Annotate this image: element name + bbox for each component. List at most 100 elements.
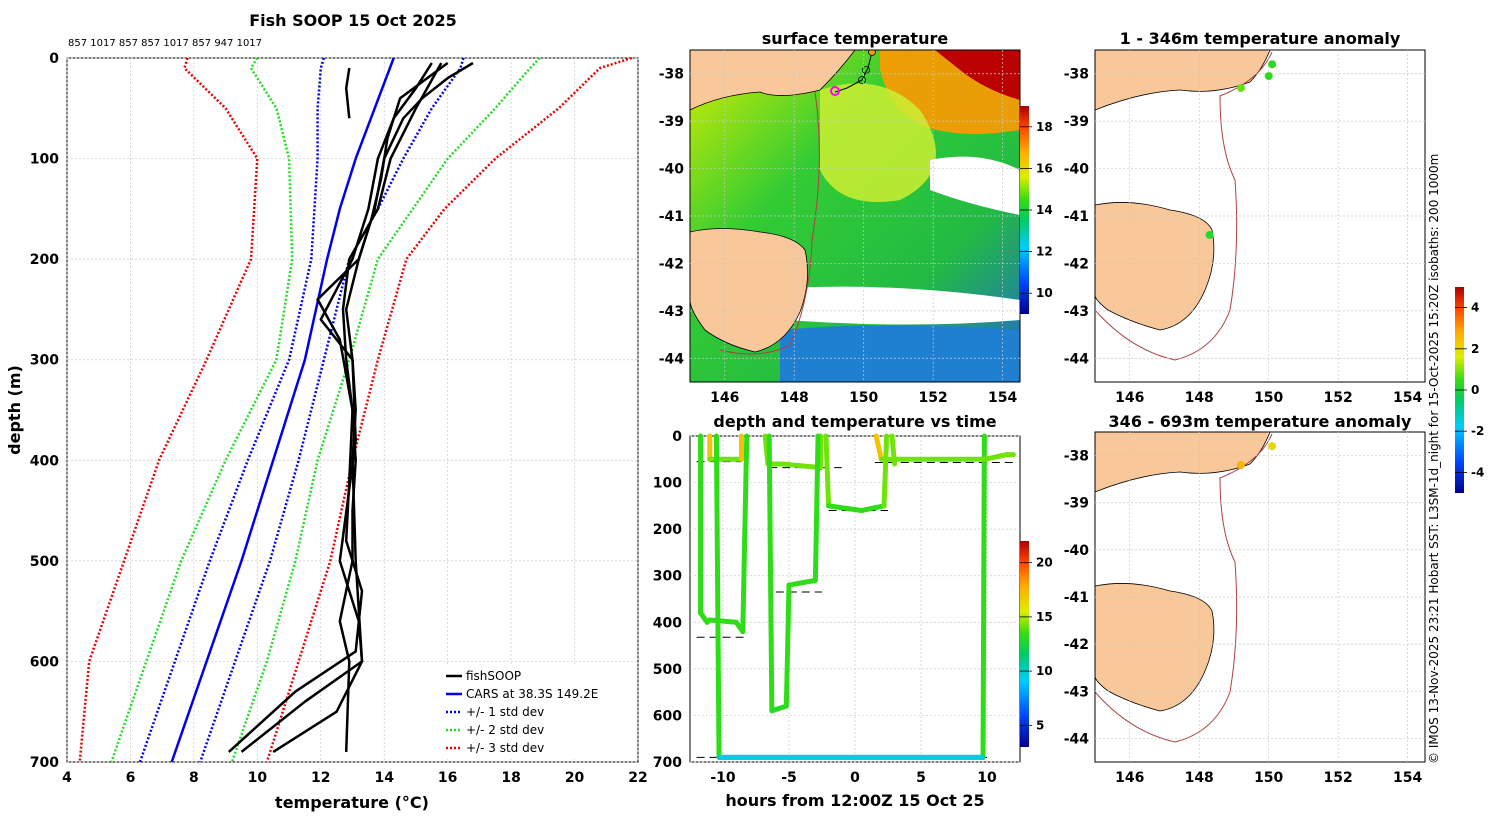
anomaly-point bbox=[1205, 230, 1214, 239]
anomaly-point bbox=[1236, 461, 1245, 469]
mainland-victoria bbox=[1095, 432, 1271, 493]
depth-time-xlabel: hours from 12:00Z 15 Oct 25 bbox=[725, 791, 984, 810]
y-tick-label: 200 bbox=[30, 252, 59, 268]
depth-trace-segment bbox=[740, 433, 750, 635]
anomaly-point bbox=[1268, 60, 1277, 69]
x-tick-label: 12 bbox=[311, 770, 330, 786]
depth-time-colorbar bbox=[1020, 541, 1029, 747]
tasmania bbox=[690, 228, 808, 353]
anomaly-isobath bbox=[1095, 433, 1273, 743]
anomaly-point bbox=[1268, 442, 1277, 451]
sst-colorbar-tick-label: 14 bbox=[1036, 203, 1053, 217]
series-fishsoop-5 bbox=[344, 67, 351, 119]
depth-trace-segment bbox=[889, 433, 898, 467]
sst-lat-tick: -39 bbox=[659, 114, 684, 130]
sst-track-point bbox=[868, 50, 876, 56]
anom2-lon-tick: 150 bbox=[1254, 770, 1283, 786]
y-tick-label: 600 bbox=[653, 708, 682, 724]
x-tick-label: 6 bbox=[126, 770, 136, 786]
x-tick-label: 10 bbox=[248, 770, 268, 786]
profile-xlabel: temperature (°C) bbox=[275, 793, 429, 812]
sst-warm-band bbox=[820, 83, 936, 202]
mainland-victoria bbox=[1095, 50, 1271, 111]
series--1-std bbox=[199, 57, 465, 763]
depth-trace-segment bbox=[766, 433, 775, 714]
anom1-lon-tick: 152 bbox=[1324, 390, 1353, 406]
y-tick-label: 400 bbox=[30, 453, 59, 469]
x-tick-label: 18 bbox=[501, 770, 520, 786]
anomaly-point bbox=[1236, 83, 1245, 92]
y-tick-label: 200 bbox=[653, 522, 682, 538]
depth-trace-segment bbox=[981, 452, 1010, 462]
sst-lat-tick: -42 bbox=[659, 256, 684, 272]
tasmania bbox=[1095, 202, 1215, 331]
sst-lon-tick: 146 bbox=[710, 390, 739, 406]
x-tick-label: 8 bbox=[189, 770, 199, 786]
depth-trace-segment bbox=[826, 503, 865, 514]
anom1-lon-tick: 150 bbox=[1254, 390, 1283, 406]
y-tick-label: 500 bbox=[30, 554, 59, 570]
x-tick-label: 14 bbox=[374, 770, 394, 786]
sst-lon-tick: 148 bbox=[780, 390, 809, 406]
anomaly-colorbar-tick-label: -4 bbox=[1471, 465, 1484, 479]
sst-isobath bbox=[719, 91, 820, 355]
anom2-lat-tick: -39 bbox=[1064, 496, 1089, 512]
sst-cold-water bbox=[780, 325, 1020, 382]
x-tick-label: 10 bbox=[977, 770, 997, 786]
footer-credit: © IMOS 13-Nov-2025 23:21 Hobart SST: L3S… bbox=[1427, 154, 1441, 764]
depth-trace-segment bbox=[783, 582, 792, 709]
anom1-lon-tick: 146 bbox=[1115, 390, 1144, 406]
y-tick-label: 300 bbox=[653, 569, 682, 585]
anom2-lon-tick: 146 bbox=[1115, 770, 1144, 786]
profile-subtitle: 857 1017 857 857 1017 857 947 1017 bbox=[68, 38, 262, 49]
legend-std3: +/- 3 std dev bbox=[466, 741, 544, 755]
sst-colorbar-tick-label: 12 bbox=[1036, 245, 1053, 259]
x-tick-label: -5 bbox=[781, 770, 797, 786]
anom1-lat-tick: -39 bbox=[1064, 114, 1089, 130]
sst-lon-tick: 154 bbox=[988, 390, 1017, 406]
anom1-lat-tick: -38 bbox=[1064, 67, 1089, 83]
profile-legend: fishSOOP CARS at 38.3S 149.2E +/- 1 std … bbox=[438, 665, 634, 759]
time-colorbar-tick-label: 5 bbox=[1036, 718, 1044, 732]
anomaly-isobath bbox=[1095, 51, 1273, 361]
y-tick-label: 100 bbox=[30, 152, 59, 168]
series-cars-at-38-3s-149-2e bbox=[170, 57, 395, 763]
anomaly-map-shallow: 1 - 346m temperature anomaly 146 148 150 15… bbox=[1064, 29, 1426, 406]
time-colorbar-tick-label: 20 bbox=[1036, 556, 1053, 570]
depth-trace-segment bbox=[713, 433, 722, 760]
sst-lon-tick: 150 bbox=[849, 390, 878, 406]
anomaly-deep-title: 346 - 693m temperature anomaly bbox=[1109, 412, 1412, 431]
y-tick-label: 300 bbox=[30, 353, 59, 369]
sst-colorbar-tick-label: 10 bbox=[1036, 286, 1053, 300]
depth-trace-segment bbox=[812, 433, 821, 583]
anomaly-colorbar-tick-label: 0 bbox=[1471, 383, 1479, 397]
profile-chart: Fish SOOP 15 Oct 2025 857 1017 857 857 1… bbox=[5, 11, 648, 812]
series--2-std bbox=[110, 57, 294, 763]
series--3-std bbox=[78, 57, 259, 763]
series--1-std bbox=[138, 57, 326, 763]
anom1-lat-tick: -43 bbox=[1064, 304, 1089, 320]
y-tick-label: 700 bbox=[30, 755, 59, 771]
sst-lat-tick: -38 bbox=[659, 67, 684, 83]
anomaly-map-deep: 346 - 693m temperature anomaly 146 148 150… bbox=[1064, 287, 1484, 786]
sst-track-point bbox=[858, 76, 866, 84]
anom2-lon-tick: 154 bbox=[1393, 770, 1422, 786]
anomaly-colorbar-tick-label: 2 bbox=[1471, 342, 1479, 356]
anomaly-colorbar-tick-label: 4 bbox=[1471, 301, 1479, 315]
anom1-lon-tick: 148 bbox=[1185, 390, 1214, 406]
profile-ylabel: depth (m) bbox=[5, 365, 24, 455]
anom1-lat-tick: -42 bbox=[1064, 256, 1089, 272]
y-tick-label: 0 bbox=[672, 429, 682, 445]
sst-map: surface temperature 146 148 150 152 154 -38 -3… bbox=[659, 29, 1053, 406]
y-tick-label: 400 bbox=[653, 615, 682, 631]
time-colorbar-tick-label: 15 bbox=[1036, 610, 1053, 624]
y-tick-label: 700 bbox=[653, 755, 682, 771]
x-tick-label: 4 bbox=[62, 770, 72, 786]
legend-std2: +/- 2 std dev bbox=[466, 723, 544, 737]
sst-track bbox=[834, 51, 873, 93]
sst-cloud-gap bbox=[760, 286, 1020, 325]
sst-hot-core bbox=[935, 50, 1020, 100]
x-tick-label: 5 bbox=[916, 770, 926, 786]
legend-std1: +/- 1 std dev bbox=[466, 705, 544, 719]
depth-trace-segment bbox=[881, 433, 890, 509]
